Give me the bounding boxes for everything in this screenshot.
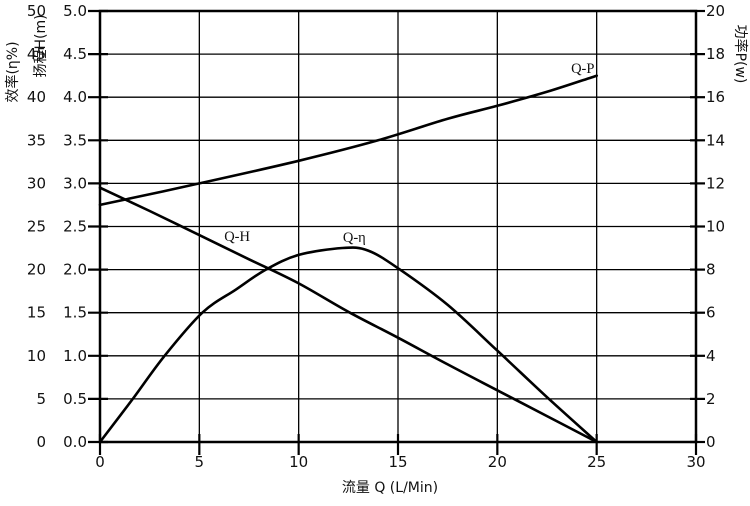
- x-axis-tick-label: 30: [686, 453, 705, 471]
- series-label-Q-H: Q-H: [224, 229, 250, 245]
- p-axis-tick-label: 4: [706, 347, 716, 365]
- x-axis-tick-label: 10: [289, 453, 308, 471]
- p-axis-tick-label: 14: [706, 131, 725, 149]
- h-axis-tick-label: 2.5: [63, 218, 87, 236]
- h-axis-tick-label: 1.0: [63, 347, 87, 365]
- x-axis-tick-label: 5: [195, 453, 205, 471]
- eta-axis-tick-label: 25: [27, 218, 46, 236]
- series-label-Q-P: Q-P: [571, 61, 594, 77]
- p-axis-tick-label: 10: [706, 218, 725, 236]
- series-curve-Q-η: [98, 246, 598, 444]
- p-axis-title: 功率P(w): [732, 25, 749, 84]
- eta-axis-tick-label: 10: [27, 347, 46, 365]
- h-axis-tick-label: 3.5: [63, 131, 87, 149]
- x-axis-tick-label: 25: [587, 453, 606, 471]
- x-axis-tick-label: 0: [95, 453, 105, 471]
- x-axis-tick-label: 20: [488, 453, 507, 471]
- eta-axis-tick-label: 50: [27, 2, 46, 20]
- h-axis-tick-label: 0.5: [63, 390, 87, 408]
- h-axis-tick-label: 4.5: [63, 45, 87, 63]
- p-axis-tick-label: 18: [706, 45, 725, 63]
- x-axis-tick-label: 15: [388, 453, 407, 471]
- eta-axis-tick-label: 40: [27, 88, 46, 106]
- h-axis-tick-label: 2.0: [63, 261, 87, 279]
- p-axis-tick-label: 2: [706, 390, 716, 408]
- eta-axis-tick-label: 15: [27, 304, 46, 322]
- p-axis-tick-label: 20: [706, 2, 725, 20]
- h-axis-tick-label: 5.0: [63, 2, 87, 20]
- h-axis-tick-label: 4.0: [63, 88, 87, 106]
- eta-axis-tick-label: 30: [27, 174, 46, 192]
- h-axis-tick-label: 0.0: [63, 433, 87, 451]
- eta-axis-tick-label: 45: [27, 45, 46, 63]
- eta-axis-title: 效率(η%): [4, 41, 21, 102]
- h-axis-tick-label: 3.0: [63, 174, 87, 192]
- p-axis-tick-label: 6: [706, 304, 716, 322]
- eta-axis-tick-label: 35: [27, 131, 46, 149]
- series-label-Q-η: Q-η: [343, 230, 366, 246]
- p-axis-tick-label: 0: [706, 433, 716, 451]
- eta-axis-tick-label: 0: [36, 433, 46, 451]
- p-axis-tick-label: 8: [706, 261, 716, 279]
- x-axis-title: 流量 Q (L/Min): [342, 480, 438, 496]
- series-curve-Q-H: [98, 186, 598, 444]
- p-axis-tick-label: 16: [706, 88, 725, 106]
- h-axis-tick-label: 1.5: [63, 304, 87, 322]
- p-axis-tick-label: 12: [706, 174, 725, 192]
- eta-axis-tick-label: 5: [36, 390, 46, 408]
- series-curve-Q-P: [98, 74, 598, 207]
- h-axis-title: 扬程H(m): [33, 14, 49, 77]
- eta-axis-tick-label: 20: [27, 261, 46, 279]
